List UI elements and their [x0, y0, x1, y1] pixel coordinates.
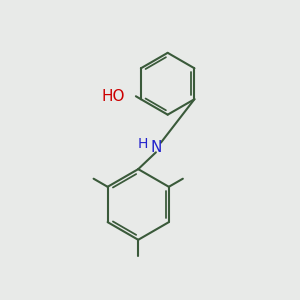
- Text: H: H: [138, 136, 148, 151]
- Text: HO: HO: [101, 89, 125, 104]
- Text: N: N: [150, 140, 162, 154]
